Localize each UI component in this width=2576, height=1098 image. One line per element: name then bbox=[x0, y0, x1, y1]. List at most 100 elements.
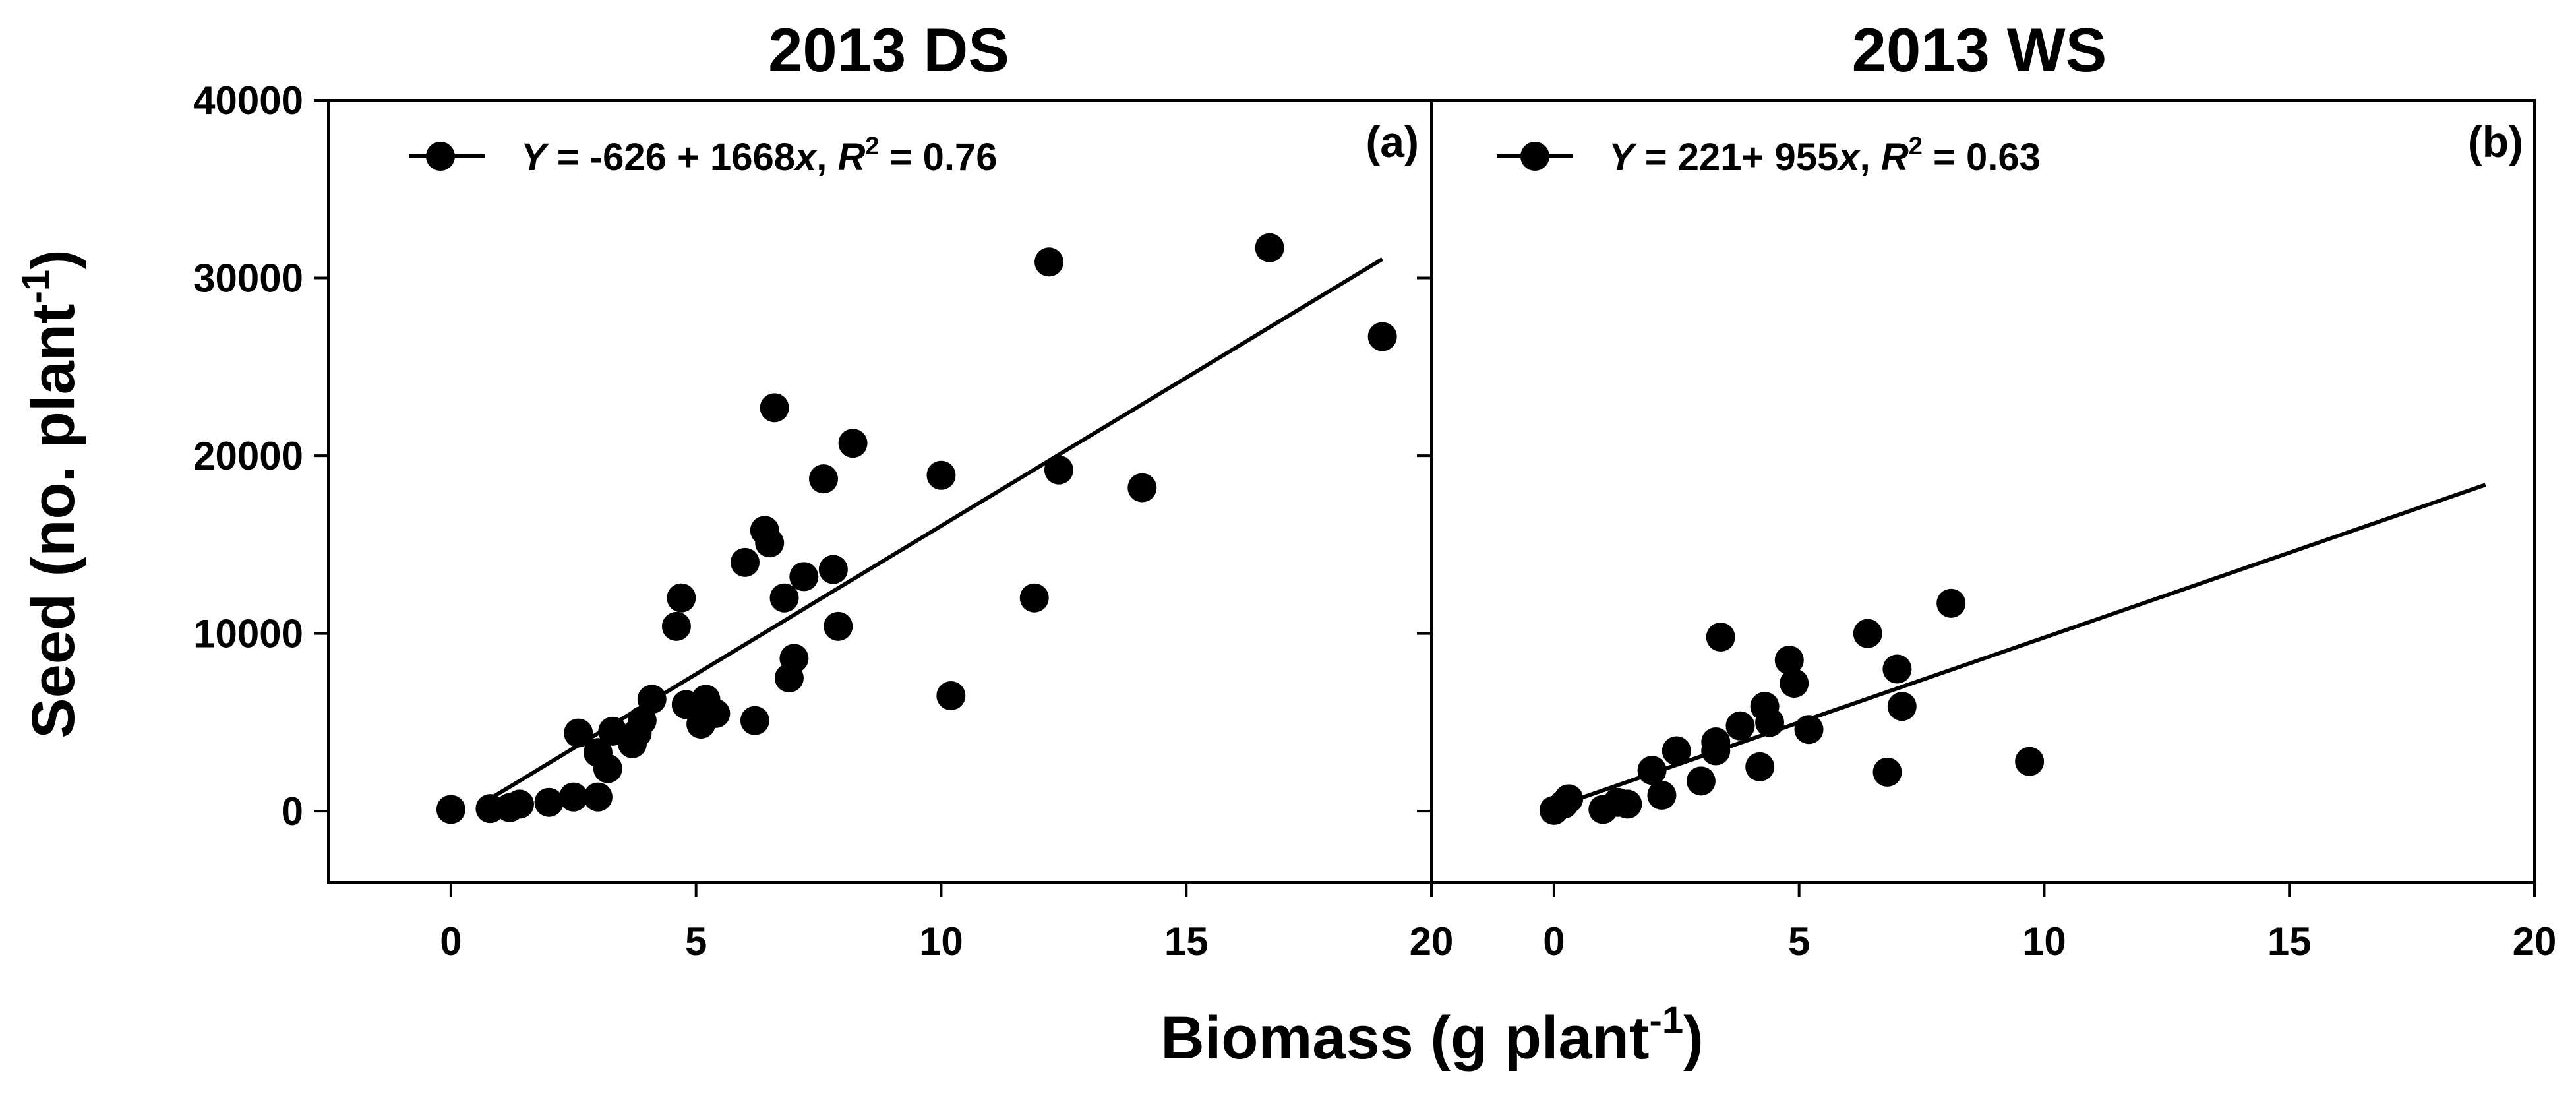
x-tick-label: 10 bbox=[919, 919, 963, 963]
x-tick-label: 20 bbox=[1410, 919, 1454, 963]
y-tick-label: 20000 bbox=[193, 434, 303, 478]
y-tick-label: 40000 bbox=[193, 78, 303, 123]
data-point bbox=[558, 782, 588, 812]
y-axis-label-main: Seed (no. plant bbox=[20, 303, 87, 738]
data-point bbox=[1647, 780, 1677, 810]
data-point bbox=[637, 685, 667, 714]
legend-r-sup: 2 bbox=[865, 133, 879, 160]
data-point bbox=[1367, 322, 1397, 351]
y-axis-label-sup: -1 bbox=[15, 270, 57, 304]
panel-label: (b) bbox=[2468, 117, 2523, 166]
x-tick-label: 0 bbox=[440, 919, 462, 963]
legend-y-symbol: Y bbox=[521, 136, 550, 179]
data-point bbox=[1044, 455, 1073, 485]
legend: Y = 221+ 955x, R2 = 0.63 bbox=[1497, 133, 2041, 179]
plot-frame bbox=[327, 99, 1433, 884]
legend-r-symbol: R bbox=[838, 136, 866, 179]
data-point bbox=[667, 583, 696, 613]
legend-eq-part3: = 0.63 bbox=[1923, 136, 2041, 179]
data-point bbox=[1936, 588, 1966, 618]
data-points bbox=[436, 233, 1397, 824]
data-point bbox=[534, 787, 564, 817]
data-point bbox=[1637, 756, 1667, 785]
legend-equation: Y = -626 + 1668x, R2 = 0.76 bbox=[521, 133, 998, 179]
legend-eq-part2: , bbox=[1860, 136, 1881, 179]
legend-eq-part2: , bbox=[816, 136, 837, 179]
data-point bbox=[504, 789, 534, 819]
legend-eq-part1: = 221+ 955 bbox=[1634, 136, 1839, 179]
legend-equation: Y = 221+ 955x, R2 = 0.63 bbox=[1609, 133, 2041, 179]
x-ticks: 0 5 10 15 20 bbox=[440, 882, 1453, 963]
x-tick-label: 5 bbox=[685, 919, 707, 963]
legend-x-symbol: x bbox=[1836, 136, 1861, 179]
x-axis-label: Biomass (g plant-1) bbox=[1160, 999, 1703, 1072]
data-point bbox=[818, 555, 848, 584]
data-point bbox=[1725, 711, 1755, 741]
data-point bbox=[808, 464, 838, 494]
data-point bbox=[593, 754, 622, 783]
legend-eq-part3: = 0.76 bbox=[880, 136, 998, 179]
x-tick-label: 0 bbox=[1543, 919, 1565, 963]
data-point bbox=[1662, 736, 1691, 766]
data-point bbox=[769, 583, 799, 613]
data-point bbox=[926, 460, 956, 490]
data-point bbox=[1755, 708, 1785, 737]
legend-y-symbol: Y bbox=[1609, 136, 1638, 179]
plot-frame bbox=[1430, 99, 2536, 884]
legend-marker bbox=[426, 142, 455, 171]
data-point bbox=[1613, 789, 1642, 819]
legend-marker bbox=[1520, 142, 1549, 171]
data-point bbox=[1853, 619, 1882, 648]
chart-panel-b: 2013 WS 0 5 10 15 20 Y = 221+ 955x, R2 = 0.6… bbox=[1417, 15, 2556, 963]
data-point bbox=[1701, 727, 1731, 757]
legend-eq-part1: = -626 + 1668 bbox=[547, 136, 795, 179]
x-axis-label-main: Biomass (g plant bbox=[1160, 1004, 1649, 1072]
data-point bbox=[824, 611, 853, 641]
chart-title: 2013 WS bbox=[1852, 15, 2107, 84]
data-point bbox=[2015, 747, 2045, 776]
chart-title: 2013 DS bbox=[768, 15, 1009, 84]
y-tick-label: 10000 bbox=[193, 612, 303, 656]
x-axis-label-sup: -1 bbox=[1650, 999, 1684, 1042]
data-point bbox=[436, 795, 465, 824]
data-point bbox=[1554, 784, 1584, 814]
data-point bbox=[760, 393, 789, 423]
x-tick-label: 15 bbox=[1164, 919, 1209, 963]
data-point bbox=[1774, 646, 1804, 675]
legend-r-symbol: R bbox=[1881, 136, 1909, 179]
data-point bbox=[1706, 623, 1735, 652]
data-point bbox=[936, 681, 966, 710]
legend-x-symbol: x bbox=[793, 136, 818, 179]
data-point bbox=[1882, 654, 1912, 684]
data-point bbox=[1686, 766, 1716, 796]
data-point bbox=[701, 698, 731, 728]
data-point bbox=[779, 644, 809, 673]
y-ticks: 0 10000 20000 30000 40000 bbox=[193, 78, 328, 834]
y-tick-label: 0 bbox=[282, 789, 303, 834]
y-ticks bbox=[1417, 99, 1431, 813]
panel-label: (a) bbox=[1365, 117, 1419, 166]
data-point bbox=[1745, 752, 1775, 781]
y-tick-label: 30000 bbox=[193, 257, 303, 301]
data-point bbox=[789, 562, 819, 592]
x-tick-label: 10 bbox=[2022, 919, 2066, 963]
data-point bbox=[1019, 583, 1049, 613]
data-point bbox=[731, 547, 760, 577]
data-point bbox=[583, 782, 613, 812]
data-point bbox=[740, 706, 769, 735]
x-tick-label: 20 bbox=[2513, 919, 2557, 963]
data-points bbox=[1539, 588, 2045, 825]
data-point bbox=[838, 429, 868, 458]
data-point bbox=[1127, 473, 1157, 503]
data-point bbox=[1794, 715, 1824, 745]
data-point bbox=[661, 611, 691, 641]
legend-r-sup: 2 bbox=[1909, 133, 1923, 160]
data-point bbox=[1887, 692, 1917, 721]
data-point bbox=[1780, 669, 1809, 698]
data-point bbox=[1255, 233, 1284, 262]
data-point bbox=[755, 528, 785, 558]
x-ticks: 0 5 10 15 20 bbox=[1543, 882, 2556, 963]
data-point bbox=[1872, 757, 1902, 787]
regression-line bbox=[488, 257, 1384, 801]
data-point bbox=[564, 718, 593, 748]
